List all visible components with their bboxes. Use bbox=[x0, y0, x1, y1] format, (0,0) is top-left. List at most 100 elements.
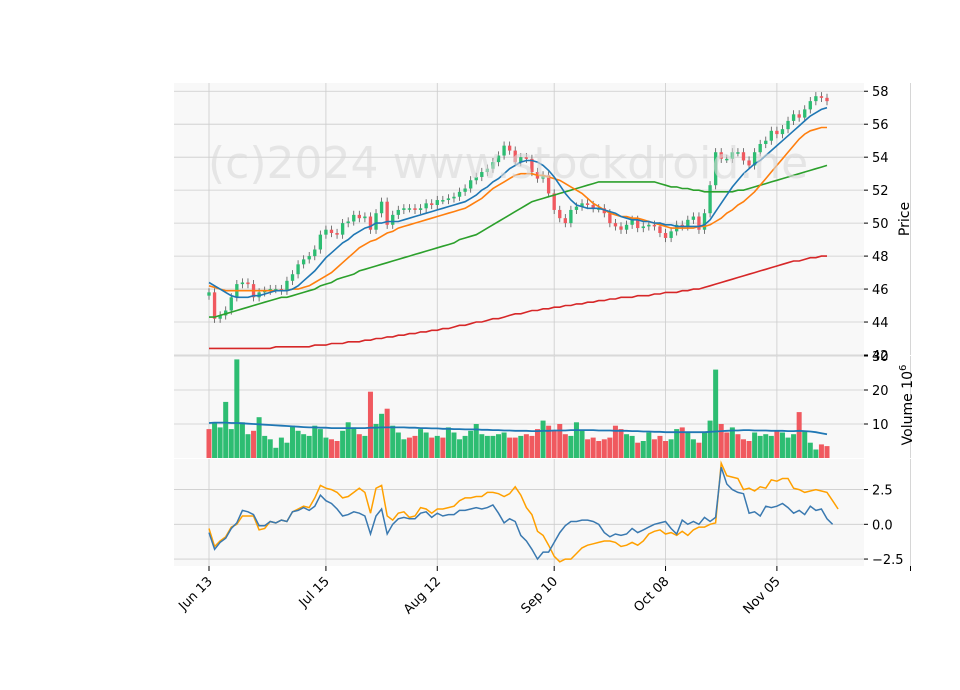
volume-bar bbox=[690, 439, 696, 458]
volume-bar bbox=[206, 429, 212, 458]
volume-bar bbox=[607, 437, 613, 458]
candle-body bbox=[530, 158, 534, 173]
candle-body bbox=[630, 219, 634, 225]
volume-bar bbox=[557, 424, 563, 458]
volume-bar bbox=[262, 435, 268, 458]
candle-body bbox=[313, 249, 317, 257]
price-ytick-label: 54 bbox=[872, 151, 889, 166]
candle-body bbox=[229, 297, 233, 311]
ma-long-line bbox=[209, 164, 828, 318]
volume-ytick-label: 10 bbox=[872, 418, 889, 433]
volume-bar bbox=[379, 413, 385, 458]
candle-body bbox=[708, 185, 712, 214]
volume-bar bbox=[807, 442, 813, 458]
candle-body bbox=[585, 203, 590, 205]
volume-bar bbox=[534, 429, 540, 458]
candle-body bbox=[803, 109, 807, 118]
oscillator-ytick-label: −2.5 bbox=[872, 553, 904, 568]
x-tick-label: Nov 05 bbox=[741, 574, 784, 617]
oscillator-panel: −2.5 0.0 2.5 bbox=[174, 459, 911, 568]
volume-bar bbox=[479, 434, 485, 458]
volume-bar bbox=[212, 422, 218, 458]
volume-bar bbox=[768, 435, 774, 458]
candle-body bbox=[658, 226, 662, 234]
candle-body bbox=[580, 203, 584, 207]
volume-bar bbox=[234, 359, 240, 458]
volume-bar bbox=[239, 422, 245, 458]
volume-bar bbox=[312, 425, 318, 458]
volume-bar bbox=[568, 435, 574, 458]
candle-body bbox=[636, 219, 640, 229]
volume-bar bbox=[596, 441, 602, 458]
volume-bar bbox=[356, 434, 362, 458]
candle-body bbox=[725, 158, 729, 161]
candle-body bbox=[797, 114, 801, 118]
volume-bar bbox=[729, 427, 735, 458]
volume-bar bbox=[573, 422, 579, 458]
candle-body bbox=[825, 97, 829, 102]
volume-bar bbox=[245, 434, 251, 458]
candle-body bbox=[480, 172, 484, 177]
candle-body bbox=[463, 188, 467, 192]
volume-bar bbox=[256, 417, 262, 458]
candle-body bbox=[775, 130, 779, 135]
volume-bar bbox=[418, 429, 424, 458]
volume-bar bbox=[484, 435, 490, 458]
candle-body bbox=[385, 201, 389, 225]
volume-bar bbox=[512, 437, 518, 458]
candle-body bbox=[624, 224, 629, 230]
candle-body bbox=[296, 264, 300, 275]
candle-body bbox=[352, 214, 356, 222]
candle-body bbox=[719, 152, 723, 159]
candle-body bbox=[641, 226, 645, 229]
candle-body bbox=[329, 229, 334, 234]
volume-bar bbox=[340, 430, 346, 458]
candle-body bbox=[435, 200, 439, 205]
candle-body bbox=[218, 315, 222, 319]
volume-bar bbox=[468, 430, 474, 458]
candle-body bbox=[374, 213, 378, 230]
volume-axis-label-text: Volume 10 bbox=[900, 371, 916, 445]
volume-bar bbox=[629, 435, 635, 458]
volume-bar bbox=[562, 434, 568, 458]
candle-body bbox=[519, 157, 523, 163]
candle-body bbox=[702, 213, 707, 230]
volume-bar bbox=[306, 435, 312, 458]
candle-body bbox=[307, 256, 311, 260]
candle-body bbox=[212, 292, 217, 319]
volume-bar bbox=[423, 432, 429, 458]
volume-bar bbox=[546, 425, 552, 458]
candle-body bbox=[730, 152, 735, 159]
candle-body bbox=[240, 282, 245, 285]
candle-body bbox=[318, 234, 323, 250]
candle-body bbox=[474, 176, 478, 181]
candle-body bbox=[485, 168, 490, 173]
volume-bar bbox=[651, 439, 657, 458]
volume-bar bbox=[824, 446, 830, 458]
candle-body bbox=[652, 224, 657, 227]
candle-body bbox=[441, 200, 445, 202]
price-ytick-label: 48 bbox=[872, 250, 889, 265]
candle-body bbox=[457, 191, 462, 197]
candle-body bbox=[502, 145, 506, 156]
volume-bar bbox=[540, 420, 546, 458]
price-ytick-label: 44 bbox=[872, 316, 889, 331]
volume-bar bbox=[746, 441, 752, 458]
candle-body bbox=[402, 208, 406, 210]
volume-bar bbox=[585, 439, 591, 458]
candle-body bbox=[814, 96, 818, 102]
candle-body bbox=[736, 152, 740, 154]
volume-bar bbox=[328, 439, 334, 458]
candle-body bbox=[368, 216, 373, 230]
volume-bar bbox=[451, 432, 457, 458]
volume-bar bbox=[635, 442, 641, 458]
candle-body bbox=[769, 130, 773, 141]
price-background bbox=[174, 83, 864, 355]
candle-body bbox=[713, 152, 718, 186]
x-tick-label: Sep 10 bbox=[518, 574, 561, 617]
volume-bar bbox=[802, 430, 808, 458]
ma-200-line bbox=[209, 255, 827, 350]
candle-body bbox=[357, 214, 361, 219]
volume-bar bbox=[390, 425, 396, 458]
candle-body bbox=[791, 114, 796, 121]
